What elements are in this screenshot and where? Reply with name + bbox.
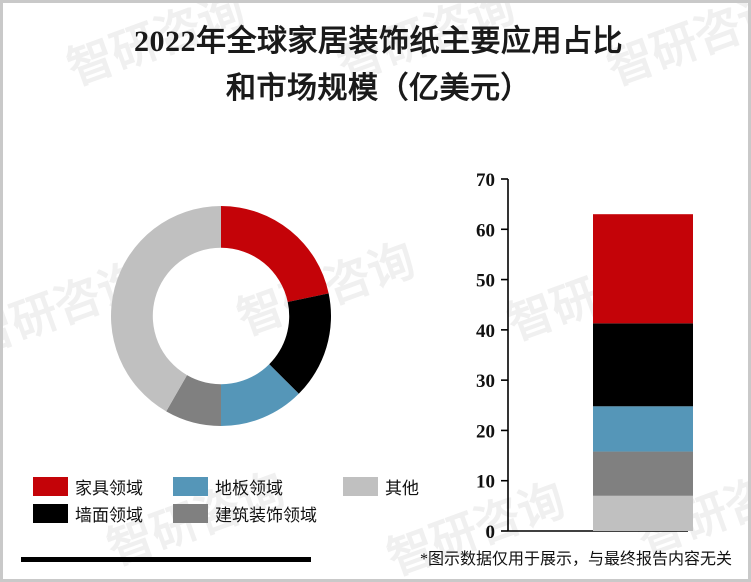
chart-legend: 家具领域 地板领域 其他 墙面领域 建筑装饰领域 <box>33 473 453 527</box>
donut-chart <box>111 206 331 426</box>
stacked-bar-chart-svg: 0 10 20 30 40 50 60 70 <box>476 171 693 543</box>
legend-swatch-wall <box>33 504 68 523</box>
donut-slice[interactable] <box>221 206 329 302</box>
legend-label-furniture: 家具领域 <box>75 479 143 498</box>
y-axis-tick-label: 0 <box>486 522 496 543</box>
legend-row: 家具领域 地板领域 其他 <box>33 473 453 500</box>
legend-item-furniture[interactable]: 家具领域 <box>33 474 173 499</box>
bar-segment[interactable] <box>593 495 693 531</box>
legend-label-wall: 墙面领域 <box>75 506 143 525</box>
legend-item-architectural[interactable]: 建筑装饰领域 <box>173 501 317 526</box>
y-axis-tick-label: 30 <box>476 371 495 392</box>
legend-swatch-flooring <box>173 477 208 496</box>
y-axis-tick-label: 20 <box>476 421 495 442</box>
title-line-1: 2022年全球家居装饰纸主要应用占比 <box>134 25 623 58</box>
bar-segment[interactable] <box>593 214 693 324</box>
title-line-2: 和市场规模（亿美元） <box>226 71 531 105</box>
footer-note: *图示数据仅用于展示，与最终报告内容无关 <box>419 551 732 568</box>
y-axis-tick-label: 60 <box>476 220 495 241</box>
bar-segment[interactable] <box>593 323 693 407</box>
donut-slice[interactable] <box>269 293 331 394</box>
legend-label-other: 其他 <box>385 479 419 498</box>
y-axis-tick-label: 50 <box>476 271 495 292</box>
bar-segment[interactable] <box>593 451 693 496</box>
donut-slice[interactable] <box>221 364 299 426</box>
y-axis-tick-label: 40 <box>476 321 495 342</box>
y-axis-tick-label: 70 <box>476 171 495 191</box>
donut-slice[interactable] <box>111 206 221 412</box>
donut-slice[interactable] <box>166 375 221 426</box>
legend-item-flooring[interactable]: 地板领域 <box>173 474 343 499</box>
legend-row: 墙面领域 建筑装饰领域 <box>33 500 453 527</box>
legend-label-architectural: 建筑装饰领域 <box>215 506 317 525</box>
footer-divider <box>21 557 311 562</box>
donut-chart-svg <box>111 206 331 426</box>
legend-item-wall[interactable]: 墙面领域 <box>33 501 173 526</box>
legend-item-other[interactable]: 其他 <box>343 474 419 499</box>
stacked-bar-chart: 0 10 20 30 40 50 60 70 <box>433 171 693 546</box>
legend-swatch-furniture <box>33 477 68 496</box>
bar-segment[interactable] <box>593 406 693 452</box>
page-title: 2022年全球家居装饰纸主要应用占比 和市场规模（亿美元） <box>3 19 748 112</box>
legend-label-flooring: 地板领域 <box>215 479 283 498</box>
legend-swatch-other <box>343 477 378 496</box>
y-axis-tick-label: 10 <box>476 472 495 493</box>
legend-swatch-architectural <box>173 504 208 523</box>
